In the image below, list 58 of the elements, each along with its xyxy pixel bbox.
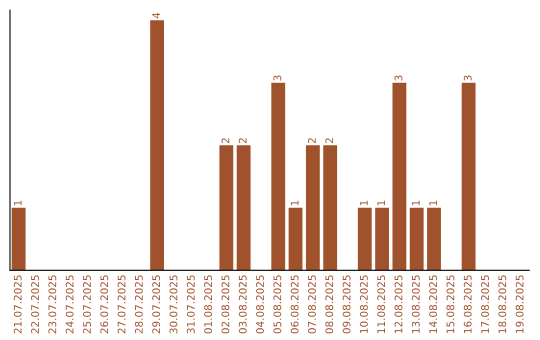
bar [358,208,372,270]
x-tick-label: 15.08.2025 [446,275,454,333]
data-label: 1 [377,200,385,206]
x-tick-label: 21.07.2025 [14,275,22,334]
x-tick-label: 03.08.2025 [238,275,247,334]
x-tick-label: 26.07.2025 [100,275,108,334]
data-label: 1 [360,200,368,206]
x-tick-label: 13.08.2025 [412,275,420,333]
bar [323,145,338,270]
x-tick-label: 14.08.2025 [429,275,438,333]
x-tick-label: 09.08.2025 [342,275,350,334]
bar [392,82,406,270]
x-tick-label: 16.08.2025 [464,275,472,333]
bar [12,208,26,270]
x-tick-label: 04.08.2025 [256,275,264,334]
data-label: 3 [273,76,282,81]
bar [375,208,390,270]
x-tick-label: 06.08.2025 [290,275,299,334]
data-label: 2 [238,138,247,144]
x-tick-label: 17.08.2025 [481,275,489,333]
bar [271,82,286,270]
x-tick-label: 24.07.2025 [66,275,74,334]
x-tick-label: 19.08.2025 [516,275,524,333]
x-tick-label: 29.07.2025 [152,275,160,334]
bar [462,82,476,270]
bar [288,208,302,270]
bar [219,145,234,270]
x-tick-label: 25.07.2025 [83,275,91,334]
bar [236,145,251,270]
x-tick-label: 23.07.2025 [48,275,56,334]
data-label: 1 [429,200,437,206]
bar [427,208,441,270]
data-label: 1 [290,200,298,206]
x-tick-label: 12.08.2025 [394,275,402,333]
x-tick-label: 30.07.2025 [170,275,178,334]
data-label: 1 [14,200,22,206]
x-tick-label: 05.08.2025 [273,275,282,334]
data-label: 2 [221,138,230,144]
x-tick-label: 11.08.2025 [377,275,386,333]
x-tick-label: 31.07.2025 [186,275,195,334]
x-tick-label: 28.07.2025 [134,275,143,334]
data-label: 2 [325,138,334,144]
x-tick-label: 10.08.2025 [360,275,368,333]
x-tick-label: 08.08.2025 [325,275,334,334]
x-tick-label: 18.08.2025 [498,275,506,333]
x-tick-label: 02.08.2025 [221,275,230,334]
bar [150,20,164,270]
bar [306,145,320,270]
data-label: 3 [394,76,402,81]
x-tick-label: 01.08.2025 [204,275,212,334]
data-label: 1 [412,200,420,206]
x-tick-label: 27.07.2025 [118,275,126,334]
bar [410,208,424,270]
data-label: 4 [152,12,160,18]
data-label: 2 [308,138,316,144]
x-tick-label: 22.07.2025 [31,275,39,334]
x-tick-label: 07.08.2025 [308,275,316,334]
data-label: 3 [464,76,472,81]
